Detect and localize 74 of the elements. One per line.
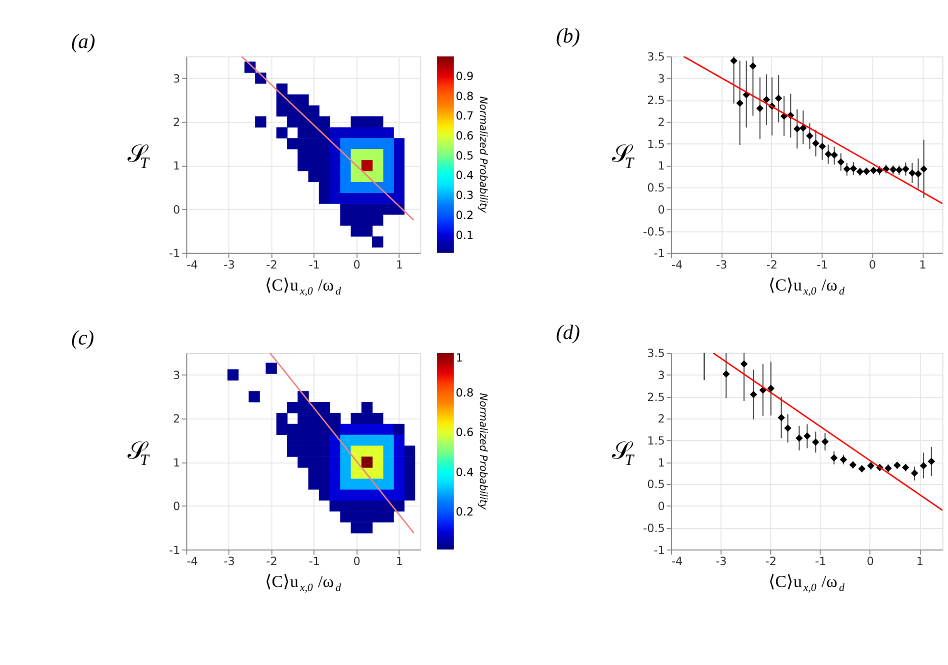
x-tick-label: 1 bbox=[396, 258, 403, 272]
color-bar-title: Normalized Probability bbox=[477, 393, 490, 510]
y-tick-label: 2.5 bbox=[647, 390, 665, 404]
x-tick-label: -1 bbox=[308, 554, 320, 568]
x-tick-label: -1 bbox=[816, 258, 828, 272]
y-tick-label: 2 bbox=[658, 116, 665, 130]
x-tick-label: 0 bbox=[353, 554, 360, 568]
color-bar-label: 0.7 bbox=[456, 110, 474, 123]
x-tick-label: -4 bbox=[186, 258, 198, 272]
y-tick-label: -1 bbox=[654, 544, 665, 557]
x-tick-label: 1 bbox=[916, 554, 924, 568]
x-tick-label: 1 bbox=[919, 258, 926, 272]
x-tick-label: -2 bbox=[765, 554, 776, 568]
y-tick-label: 0.5 bbox=[647, 478, 665, 492]
x-tick-label: -3 bbox=[224, 554, 235, 568]
y-tick-label: 3 bbox=[658, 72, 665, 86]
color-bar-label: 0.2 bbox=[456, 506, 474, 519]
color-bar-label: 0.4 bbox=[456, 169, 474, 182]
x-tick-label: -4 bbox=[671, 258, 683, 272]
x-tick-label: -3 bbox=[716, 258, 728, 272]
color-bar-label: 0.1 bbox=[456, 228, 474, 242]
y-tick-label: 0 bbox=[658, 203, 665, 216]
x-tick-label: 1 bbox=[396, 554, 403, 568]
color-bar-label: 0.6 bbox=[456, 426, 474, 440]
y-tick-label: 3 bbox=[658, 369, 665, 382]
color-bar-label: 0.4 bbox=[456, 466, 474, 479]
x-tick-label: -1 bbox=[814, 554, 826, 568]
color-bar-label: 1 bbox=[456, 351, 463, 364]
x-tick-label: -1 bbox=[308, 258, 320, 272]
x-tick-label: -2 bbox=[266, 554, 278, 568]
y-tick-label: 1.5 bbox=[647, 138, 665, 151]
color-bar-label: 0.8 bbox=[456, 386, 474, 400]
x-tick-label: -2 bbox=[766, 258, 778, 272]
y-tick-label: 2 bbox=[173, 116, 180, 130]
y-tick-label: 3 bbox=[173, 369, 180, 382]
y-tick-label: 1 bbox=[658, 160, 665, 173]
y-tick-label: -0.5 bbox=[643, 225, 665, 238]
color-bar-label: 0.9 bbox=[456, 70, 474, 83]
y-tick-label: 3.5 bbox=[647, 50, 665, 64]
y-tick-label: 0 bbox=[658, 500, 665, 514]
chart-title: (a) bbox=[71, 30, 96, 53]
y-tick-label: 1 bbox=[173, 456, 180, 470]
y-tick-label: 0 bbox=[173, 203, 180, 216]
y-tick-label: -1 bbox=[654, 247, 665, 260]
color-bar-label: 0.3 bbox=[456, 189, 474, 202]
x-tick-label: 0 bbox=[353, 258, 360, 272]
y-tick-label: 2.5 bbox=[647, 94, 665, 108]
y-tick-label: 3 bbox=[173, 72, 180, 86]
x-tick-label: 0 bbox=[868, 258, 876, 272]
y-tick-label: 1.5 bbox=[647, 434, 665, 448]
chart-title: (b) bbox=[556, 25, 580, 48]
y-tick-label: 1 bbox=[658, 456, 665, 470]
color-bar-label: 0.5 bbox=[456, 149, 474, 162]
x-tick-label: -4 bbox=[186, 554, 198, 568]
color-bar-label: 0.6 bbox=[456, 130, 474, 143]
y-tick-label: -0.5 bbox=[643, 522, 665, 535]
x-tick-label: -2 bbox=[266, 258, 278, 272]
y-tick-label: 3.5 bbox=[647, 347, 665, 360]
x-tick-label: -3 bbox=[224, 258, 235, 272]
chart-title: (d) bbox=[556, 322, 580, 344]
x-tick-label: -3 bbox=[716, 554, 727, 568]
y-tick-label: 1 bbox=[173, 160, 180, 173]
y-tick-label: 2 bbox=[173, 412, 180, 426]
x-tick-label: 0 bbox=[866, 554, 874, 568]
color-bar-label: 0.8 bbox=[456, 90, 474, 103]
y-tick-label: -1 bbox=[168, 247, 180, 260]
x-tick-label: -4 bbox=[671, 554, 683, 568]
color-bar-title: Normalized Probability bbox=[477, 96, 490, 214]
y-tick-label: 0 bbox=[173, 500, 180, 514]
y-tick-label: -1 bbox=[168, 544, 180, 557]
chart-title: (c) bbox=[71, 328, 94, 350]
color-bar-label: 0.2 bbox=[456, 208, 474, 222]
y-tick-label: 2 bbox=[658, 412, 665, 426]
y-tick-label: 0.5 bbox=[647, 182, 665, 195]
